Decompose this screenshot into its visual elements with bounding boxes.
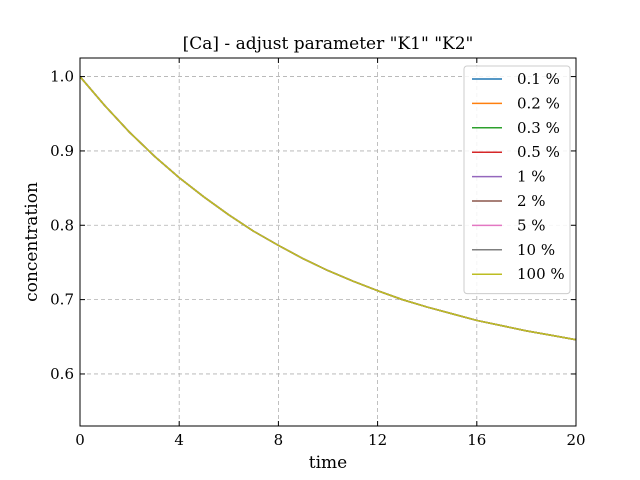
- legend: 0.1 % 0.2 % 0.3 % 0.5 % 1 % 2 % 5 % 10 % 100 %: [463, 65, 571, 295]
- legend-entry: 10 %: [517, 241, 555, 259]
- axis-ticks: 0 4 8 12 16 20 0.6 0.7 0.8 0.9 1.0: [50, 58, 586, 449]
- x-axis-label: time: [309, 453, 347, 473]
- y-tick-label: 0.9: [50, 142, 74, 160]
- chart-title: [Ca] - adjust parameter "K1" "K2": [183, 34, 474, 54]
- x-tick-label: 0: [75, 431, 85, 449]
- legend-entry: 0.3 %: [517, 119, 560, 137]
- x-tick-label: 8: [274, 431, 284, 449]
- y-tick-label: 0.7: [50, 291, 74, 309]
- legend-entry: 2 %: [517, 192, 546, 210]
- x-tick-label: 12: [368, 431, 387, 449]
- plot-frame: [79, 57, 577, 427]
- legend-box: [463, 65, 571, 295]
- y-tick-label: 1.0: [50, 68, 74, 86]
- series-lines: [79, 76, 577, 341]
- legend-entry: 0.2 %: [517, 94, 560, 112]
- series-line: [79, 76, 577, 341]
- y-tick-label: 0.6: [50, 365, 74, 383]
- x-tick-label: 20: [566, 431, 585, 449]
- x-tick-label: 4: [174, 431, 184, 449]
- y-axis-label: concentration: [22, 182, 42, 302]
- y-tick-label: 0.8: [50, 216, 74, 234]
- x-tick-label: 16: [467, 431, 486, 449]
- legend-entry: 5 %: [517, 216, 546, 234]
- legend-entry: 1 %: [517, 168, 546, 186]
- legend-entry: 0.1 %: [517, 70, 560, 88]
- legend-entry: 100 %: [517, 265, 565, 283]
- legend-entry: 0.5 %: [517, 143, 560, 161]
